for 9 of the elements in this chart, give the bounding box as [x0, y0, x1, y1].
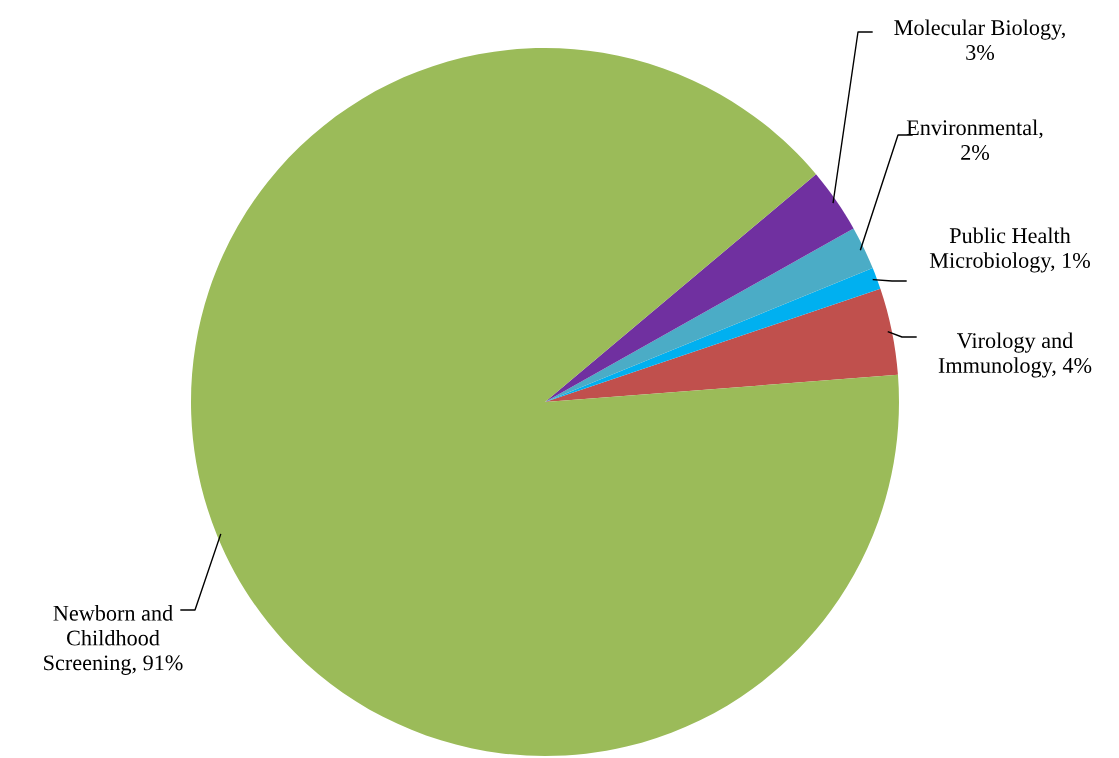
pie-slice [545, 174, 854, 402]
pie-slice [545, 228, 873, 402]
slice-label: Molecular Biology, 3% [894, 19, 1065, 61]
slice-label: Environmental, 2% [906, 119, 1043, 161]
pie-slice [545, 288, 898, 402]
slice-label: Public Health Microbiology, 1% [929, 227, 1090, 273]
slice-label: Virology and Immunology, 4% [938, 332, 1092, 378]
pie-slice [191, 48, 899, 756]
slice-label: Newborn and Childhood Screening, 91% [44, 605, 183, 675]
